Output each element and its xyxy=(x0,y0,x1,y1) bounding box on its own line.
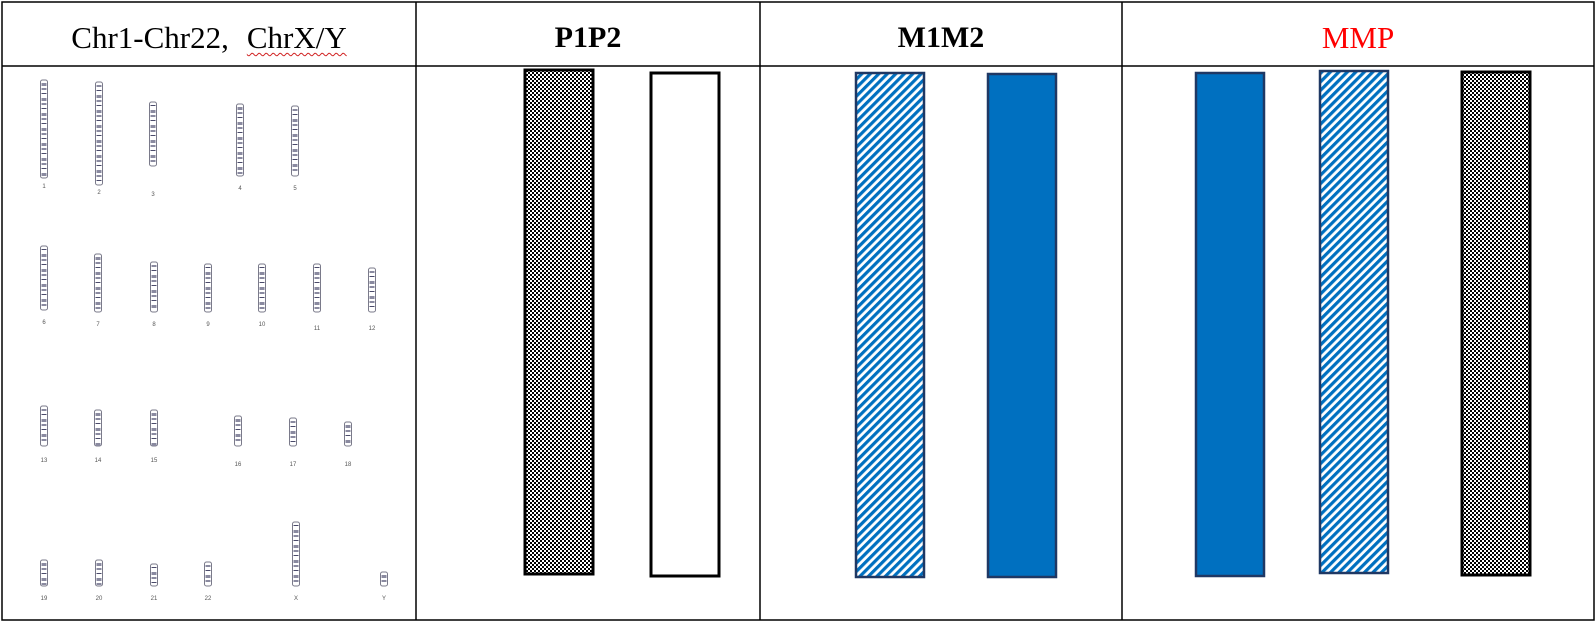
column-p1p2-bars xyxy=(523,68,721,578)
header-chromosomes-prefix: Chr1-Chr22, xyxy=(71,20,229,55)
karyotype-label: 8 xyxy=(152,322,156,328)
header-cell-chromosomes: Chr1-Chr22, ChrX/Y xyxy=(2,10,416,66)
mmp-dotted-bar xyxy=(1460,70,1532,577)
karyotype-chromosome-Y: Y xyxy=(380,571,388,602)
karyotype-label: 12 xyxy=(369,326,376,332)
karyotype-chromosome-17: 17 xyxy=(289,417,297,468)
karyotype-label: 4 xyxy=(238,186,242,192)
karyotype-chromosome-13: 13 xyxy=(40,405,48,464)
karyotype-label: 11 xyxy=(314,326,321,332)
karyotype-label: 7 xyxy=(96,322,100,328)
karyotype-chromosome-1: 1 xyxy=(40,79,48,190)
karyotype-chromosome-5: 5 xyxy=(291,105,299,192)
karyotype-chromosome-16: 16 xyxy=(234,415,242,468)
karyotype-label: 18 xyxy=(345,462,352,468)
karyotype-chromosome-6: 6 xyxy=(40,245,48,326)
karyotype-chromosome-9: 9 xyxy=(204,263,212,328)
header-p1p2-label: P1P2 xyxy=(554,21,622,54)
m2-chromosome-bar xyxy=(986,72,1058,579)
header-cell-p1p2: P1P2 xyxy=(416,10,760,66)
karyotype-label: 2 xyxy=(97,190,101,196)
karyotype-label: Y xyxy=(382,596,386,602)
karyotype-chromosome-10: 10 xyxy=(258,263,266,328)
karyotype-label: 17 xyxy=(290,462,297,468)
karyotype-label: 16 xyxy=(235,462,242,468)
karyotype-chromosome-20: 20 xyxy=(95,559,103,602)
mmp-hatched-bar xyxy=(1318,69,1390,575)
header-chromosomes-marked: ChrX/Y xyxy=(246,20,347,55)
karyotype-chromosome-21: 21 xyxy=(150,563,158,602)
m1-chromosome-bar xyxy=(854,71,926,579)
karyotype-label: 22 xyxy=(205,596,212,602)
karyotype-chromosome-15: 15 xyxy=(150,409,158,464)
header-cell-mmp: MMP xyxy=(1122,10,1594,66)
karyotype-chromosome-4: 4 xyxy=(236,103,244,192)
karyotype-label: X xyxy=(294,596,298,602)
column-mmp-bars xyxy=(1194,69,1532,578)
karyotype-label: 20 xyxy=(96,596,103,602)
karyotype-chromosome-14: 14 xyxy=(94,409,102,464)
table-border xyxy=(1,1,1595,621)
karyotype-label: 5 xyxy=(293,186,297,192)
karyotype-chromosome-18: 18 xyxy=(344,421,352,468)
karyotype-chromosome-11: 11 xyxy=(313,263,321,332)
karyotype-chromosome-22: 22 xyxy=(204,561,212,602)
karyotype-label: 6 xyxy=(42,320,46,326)
mmp-solid-bar xyxy=(1194,71,1266,578)
karyotype-chromosome-7: 7 xyxy=(94,253,102,328)
karyotype-label: 10 xyxy=(259,322,266,328)
karyotype-label: 1 xyxy=(42,184,46,190)
column-m1m2-bars xyxy=(854,71,1058,579)
header-m1m2-label: M1M2 xyxy=(897,21,985,54)
karyotype-label: 19 xyxy=(41,596,48,602)
header-cell-m1m2: M1M2 xyxy=(760,10,1122,66)
table-grid xyxy=(1,1,1595,621)
karyotype-label: 15 xyxy=(151,458,158,464)
header-mmp-label: MMP xyxy=(1321,20,1395,55)
karyotype-label: 13 xyxy=(41,458,48,464)
karyotype-chromosome-12: 12 xyxy=(368,267,376,332)
karyotype-chromosome-8: 8 xyxy=(150,261,158,328)
karyotype-label: 21 xyxy=(151,596,158,602)
karyotype-chromosome-19: 19 xyxy=(40,559,48,602)
karyotype-chromosome-2: 2 xyxy=(95,81,103,196)
karyotype-label: 3 xyxy=(151,192,155,198)
p1-chromosome-bar xyxy=(523,68,595,576)
karyotype-chromosome-3: 3 xyxy=(149,101,157,198)
p2-chromosome-bar xyxy=(649,71,721,578)
karyotype-chromosome-X: X xyxy=(292,521,300,602)
karyotype-label: 9 xyxy=(206,322,210,328)
karyotype-label: 14 xyxy=(95,458,102,464)
